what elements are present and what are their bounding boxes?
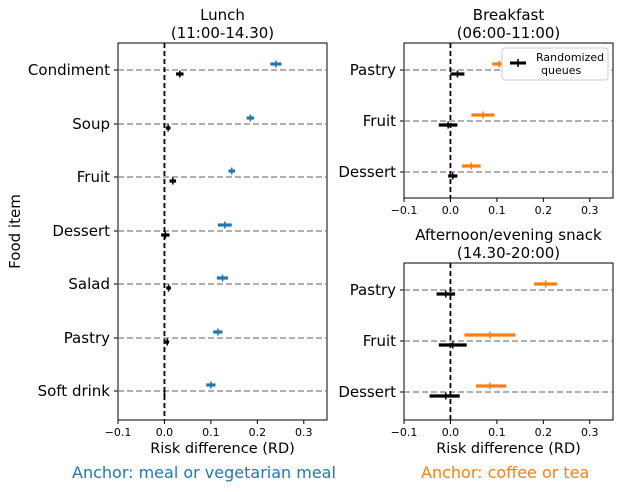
panel-breakfast-category-label: Dessert — [338, 163, 396, 181]
panel-lunch-category-label: Pastry — [64, 329, 110, 347]
panel-lunch-subtitle: (11:00-14.30) — [171, 24, 274, 42]
panel-lunch-category-label: Condiment — [28, 61, 110, 79]
panel-snack-category-label: Pastry — [350, 281, 396, 299]
panel-lunch-ylabel: Food item — [6, 194, 24, 269]
footer-anchor-coffee: Anchor: coffee or tea — [421, 463, 590, 482]
panel-snack-category-label: Dessert — [338, 383, 396, 401]
panel-snack-title: Afternoon/evening snack — [415, 226, 602, 244]
panel-snack-xtick-label: −0.1 — [391, 426, 418, 439]
panel-lunch-xtick-label: 0.0 — [156, 426, 174, 439]
panel-lunch-category-label: Salad — [68, 275, 110, 293]
panel-snack-xlabel: Risk difference (RD) — [436, 441, 581, 457]
panel-lunch-category-label: Fruit — [77, 168, 110, 186]
panel-breakfast-subtitle: (06:00-11:00) — [457, 24, 561, 42]
panel-breakfast-category-label: Pastry — [350, 61, 396, 79]
panel-breakfast-xtick-label: 0.3 — [581, 204, 599, 217]
panel-breakfast-xtick-label: 0.2 — [535, 204, 553, 217]
panel-lunch-category-label: Dessert — [52, 222, 110, 240]
panel-breakfast-category-label: Fruit — [363, 112, 396, 130]
panel-breakfast-legend-box — [501, 47, 609, 81]
panel-breakfast-legend-label: Randomized — [536, 51, 604, 64]
panel-snack-xtick-label: 0.3 — [581, 426, 599, 439]
panel-lunch-xtick-label: −0.1 — [105, 426, 132, 439]
footer-anchor-meal: Anchor: meal or vegetarian meal — [72, 463, 336, 482]
panel-breakfast-xtick-label: 0.1 — [488, 204, 506, 217]
panel-snack-xtick-label: 0.1 — [488, 426, 506, 439]
panel-breakfast-legend-label: queues — [541, 64, 581, 77]
panel-snack-subtitle: (14.30-20:00) — [457, 244, 560, 262]
panel-breakfast-title: Breakfast — [473, 6, 545, 24]
panel-snack-category-label: Fruit — [363, 332, 396, 350]
panel-lunch-xlabel: Risk difference (RD) — [150, 441, 295, 457]
panel-snack-xtick-label: 0.2 — [535, 426, 553, 439]
panel-snack-xtick-label: 0.0 — [442, 426, 460, 439]
panel-lunch-xtick-label: 0.3 — [295, 426, 313, 439]
panel-lunch-xtick-label: 0.2 — [249, 426, 267, 439]
panel-lunch-category-label: Soup — [72, 115, 110, 133]
panel-lunch-category-label: Soft drink — [38, 382, 111, 400]
panel-breakfast-xtick-label: 0.0 — [442, 204, 460, 217]
panel-lunch-xtick-label: 0.1 — [202, 426, 220, 439]
panel-breakfast-xtick-label: −0.1 — [391, 204, 418, 217]
panel-lunch-title: Lunch — [200, 6, 245, 24]
